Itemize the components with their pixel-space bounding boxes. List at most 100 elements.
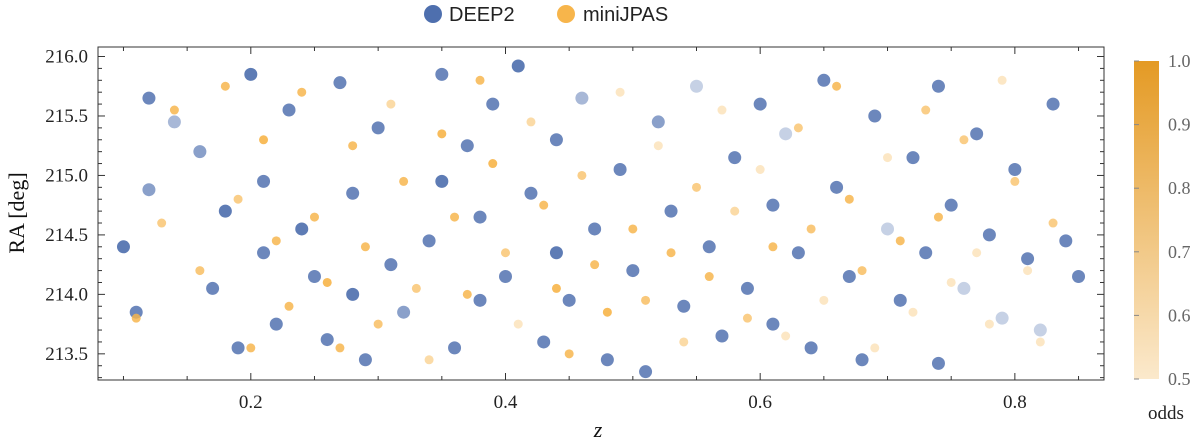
deep2-point [600,353,614,367]
legend-label-minijpas: miniJPAS [583,4,668,26]
minijpas-point [488,159,498,169]
minijpas-point [933,212,943,222]
plot-frame [97,46,1105,381]
deep2-point [346,287,360,301]
minijpas-point [195,266,205,276]
minijpas-point [1048,218,1058,228]
minijpas-point [590,260,600,270]
deep2-point [575,91,589,105]
deep2-point [728,151,742,165]
minijpas-point [577,170,587,180]
deep2-point [1008,162,1022,176]
minijpas-point [742,313,752,323]
colorbar-tick-label: 0.9 [1168,115,1191,135]
minijpas-point [500,248,510,258]
minijpas-point [997,75,1007,85]
deep2-point [371,121,385,135]
deep2-point [893,293,907,307]
deep2-point [881,222,895,236]
deep2-point [1046,97,1060,111]
minijpas-point [539,200,549,210]
deep2-point [116,240,130,254]
deep2-point [588,222,602,236]
deep2-point [333,76,347,90]
minijpas-point [717,105,727,115]
deep2-point [486,97,500,111]
x-tick-label: 0.6 [748,392,772,413]
colorbar-tick-label: 0.5 [1168,369,1191,389]
minijpas-point [169,105,179,115]
minijpas-point [424,355,434,365]
minijpas-point [271,236,281,246]
deep2-point [791,246,805,260]
deep2-point [842,270,856,284]
deep2-point [715,329,729,343]
minijpas-point [348,141,358,151]
minijpas-point [1010,176,1020,186]
minijpas-point [755,164,765,174]
deep2-point [346,186,360,200]
minijpas-point [704,272,714,282]
deep2-point [690,79,704,93]
y-tick-label: 215.5 [45,106,88,127]
minijpas-point [373,319,383,329]
minijpas-point [883,153,893,163]
deep2-point [397,305,411,319]
colorbar-ticks [1134,60,1139,380]
deep2-point [435,174,449,188]
y-axis-label: RA [deg] [4,172,29,253]
minijpas-point [602,307,612,317]
deep2-point [702,240,716,254]
colorbar-tick-label: 0.8 [1168,178,1191,198]
minijpas-point [526,117,536,127]
deep2-point [142,91,156,105]
minijpas-point [984,319,994,329]
minijpas-point [157,218,167,228]
minijpas-point [564,349,574,359]
minijpas-point [692,182,702,192]
deep2-point [498,270,512,284]
deep2-point [817,73,831,87]
minijpas-point [781,331,791,341]
minijpas-point [475,75,485,85]
deep2-point [384,258,398,272]
minijpas-point [628,224,638,234]
deep2-point [562,293,576,307]
y-tick-labels: 213.5 214.0 214.5 215.0 215.5 216.0 [45,47,88,365]
minijpas-point [259,135,269,145]
deep2-point [549,133,563,147]
legend-marker-deep2 [424,5,442,23]
deep2-point [1021,252,1035,266]
minijpas-point [946,277,956,287]
x-tick-labels: 0.2 0.4 0.6 0.8 [239,392,1027,413]
minijpas-point [679,337,689,347]
minijpas-point [246,343,256,353]
minijpas-point [411,283,421,293]
deep2-point [651,115,665,129]
deep2-point [549,246,563,260]
minijpas-point [233,194,243,204]
y-tick-label: 214.0 [45,284,88,305]
colorbar-tick-label: 0.6 [1168,305,1191,325]
minijpas-point [641,295,651,305]
y-tick-label: 213.5 [45,344,88,365]
deep2-point [320,333,334,347]
minijpas-point [335,343,345,353]
x-tick-label: 0.2 [239,392,263,413]
minijpas-point [437,129,447,139]
minijpas-point [844,194,854,204]
deep2-point [804,341,818,355]
deep2-point [677,299,691,313]
deep2-point [626,264,640,278]
deep2-point [766,317,780,331]
deep2-point [970,127,984,141]
minijpas-point [793,123,803,133]
deep2-point [142,183,156,197]
deep2-point [206,281,220,295]
deep2-point [231,341,245,355]
minijpas-point [309,212,319,222]
colorbar-title: odds [1148,403,1184,424]
legend: DEEP2 miniJPAS [424,4,668,26]
minijpas-point [857,266,867,276]
minijpas-point [220,81,230,91]
